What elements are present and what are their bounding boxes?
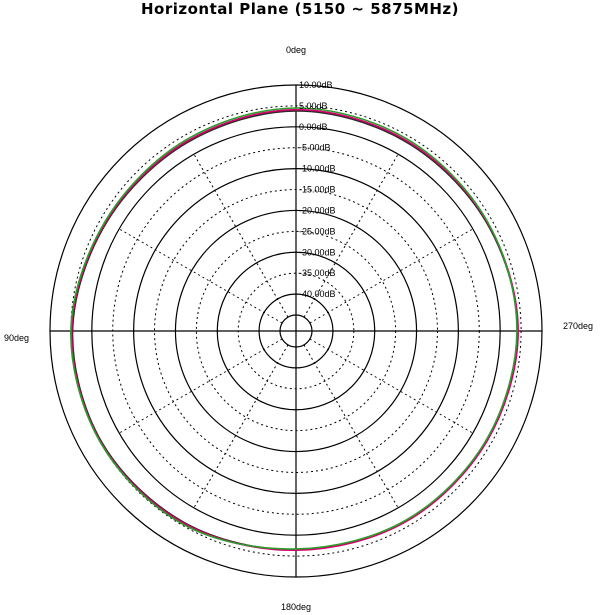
angle-label-270deg: 270deg: [563, 321, 593, 331]
spoke-dotted: [303, 153, 399, 318]
angle-label-180deg: 180deg: [281, 602, 311, 612]
spoke-dotted: [309, 338, 474, 434]
pattern-series: [70, 107, 519, 552]
radial-tick-label: -20.00dB: [299, 205, 336, 215]
radial-tick-label: -30.00dB: [299, 247, 336, 257]
spoke-dotted: [118, 338, 283, 434]
polar-grid: [49, 84, 543, 578]
angle-label-90deg: 90deg: [4, 333, 29, 343]
angle-label-0deg: 0deg: [286, 45, 306, 55]
pattern-trace: [70, 107, 518, 550]
spoke-dotted: [309, 228, 474, 324]
radial-tick-label: 0.00dB: [299, 122, 328, 132]
spoke-dotted: [193, 344, 289, 509]
radial-tick-label: -40.00dB: [299, 289, 336, 299]
spoke-dotted: [193, 153, 289, 318]
radial-tick-label: -35.00dB: [299, 268, 336, 278]
chart-title: Horizontal Plane (5150 ~ 5875MHz): [140, 0, 460, 18]
radial-tick-label: 10.00dB: [299, 80, 333, 90]
spoke-dotted: [303, 344, 399, 509]
radial-tick-label: 5.00dB: [299, 101, 328, 111]
radial-tick-labels: 10.00dB 5.00dB 0.00dB -5.00dB -10.00dB -15.00…: [299, 80, 336, 299]
radial-tick-label: -25.00dB: [299, 226, 336, 236]
radial-tick-label: -10.00dB: [299, 164, 336, 174]
radial-tick-label: -5.00dB: [299, 143, 331, 153]
spoke-dotted: [118, 228, 283, 324]
radial-tick-label: -15.00dB: [299, 185, 336, 195]
